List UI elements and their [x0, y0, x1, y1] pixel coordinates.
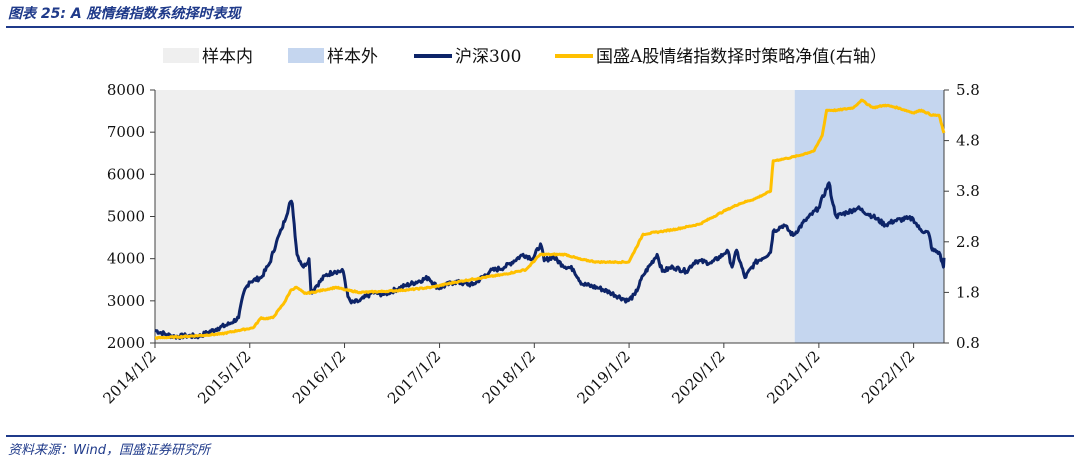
x-tick-label: 2020/1/2 [668, 347, 728, 407]
y-right-tick-label: 2.8 [956, 233, 980, 251]
legend: 样本内 样本外 沪深300 国盛A股情绪指数择时策略净值(右轴） [163, 47, 887, 67]
sample-regions [155, 90, 944, 343]
y-right-tick-label: 1.8 [956, 283, 980, 301]
y-left-tick-label: 2000 [107, 334, 145, 352]
figure-title: 图表 25: A 股情绪指数系统择时表现 [8, 6, 241, 22]
footer-rule [6, 435, 1074, 437]
title-rule [6, 26, 1074, 28]
legend-label-1: 样本外 [327, 47, 378, 67]
y-left-tick-label: 3000 [107, 292, 145, 310]
y-left-tick-label: 8000 [107, 81, 145, 99]
x-tick-label: 2016/1/2 [289, 347, 349, 407]
y-right-tick-label: 0.8 [956, 334, 980, 352]
legend-swatch-1 [288, 48, 324, 63]
region-in-sample [155, 90, 795, 343]
x-tick-label: 2015/1/2 [194, 347, 254, 407]
x-tick-label: 2017/1/2 [384, 347, 444, 407]
series-strategy-line [154, 98, 946, 340]
source-note: 资料来源：Wind，国盛证券研究所 [8, 443, 210, 458]
x-tick-label: 2014/1/2 [99, 347, 159, 407]
series-lines [154, 98, 946, 340]
y-left-tick-label: 6000 [107, 165, 145, 183]
y-left-tick-label: 7000 [107, 123, 145, 141]
y-left-tick-label: 4000 [107, 250, 145, 268]
y-right-tick-label: 4.8 [956, 132, 980, 150]
x-tick-label: 2021/1/2 [763, 347, 823, 407]
legend-swatch-0 [163, 48, 199, 63]
x-tick-label: 2018/1/2 [479, 347, 539, 407]
x-tick-label: 2022/1/2 [858, 347, 918, 407]
y-left-tick-label: 5000 [107, 208, 145, 226]
legend-label-2: 沪深300 [455, 47, 521, 67]
legend-label-0: 样本内 [202, 47, 253, 67]
legend-label-3: 国盛A股情绪指数择时策略净值(右轴） [596, 47, 887, 67]
x-tick-label: 2019/1/2 [574, 347, 634, 407]
y-right-tick-label: 5.8 [956, 81, 980, 99]
y-right-tick-label: 3.8 [956, 182, 980, 200]
series-hs300-line [154, 181, 946, 340]
